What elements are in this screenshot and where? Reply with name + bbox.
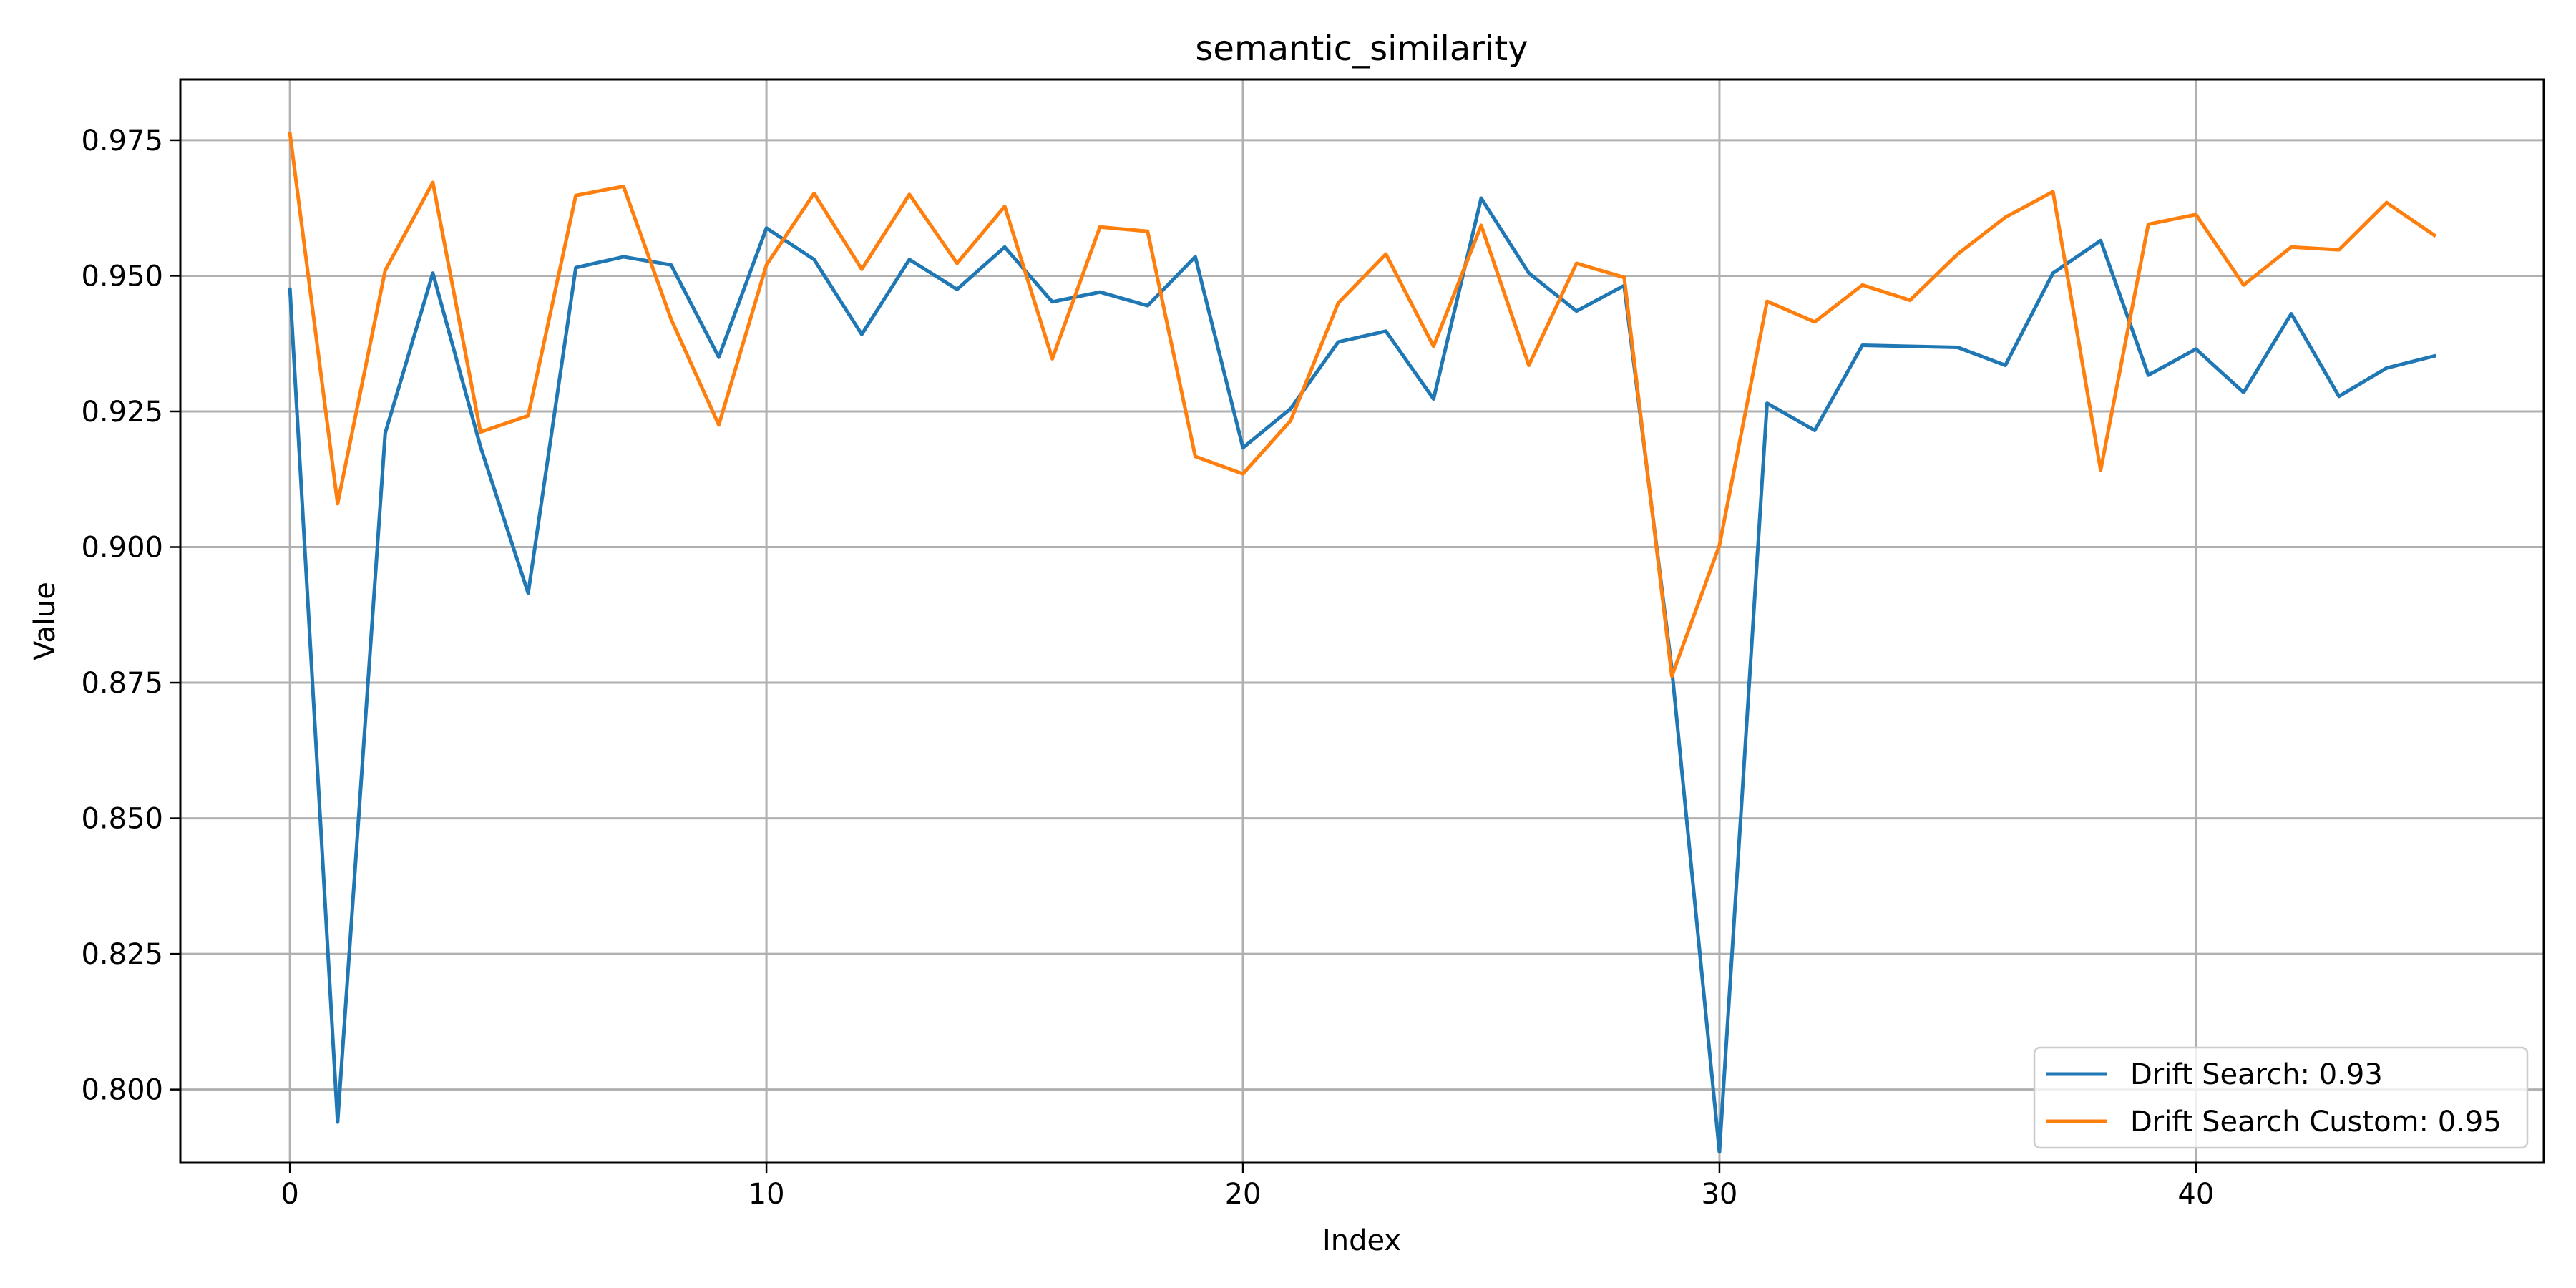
y-tick-label: 0.900 (81, 532, 163, 565)
legend-box (2033, 1046, 2529, 1149)
x-axis-title: Index (1322, 1224, 1401, 1257)
x-tick-label: 10 (748, 1178, 785, 1211)
chart-title: semantic_similarity (1195, 29, 1528, 69)
y-tick-label: 0.950 (81, 260, 163, 293)
x-tick-label: 30 (1701, 1178, 1737, 1211)
y-tick-label: 0.975 (81, 125, 163, 157)
series-line-drift-search (288, 196, 2436, 1154)
y-tick-label: 0.825 (81, 938, 163, 971)
y-tick-label: 0.925 (81, 396, 163, 429)
series-lines (288, 132, 2437, 1154)
y-tick-label: 0.850 (81, 803, 163, 836)
grid (180, 79, 2544, 1163)
x-tick-label: 0 (280, 1178, 298, 1211)
axis-ticks: 0 10 20 30 40 0.800 0.825 0.850 0.875 0.900 0.925 0… (81, 125, 2214, 1211)
x-tick-label: 20 (1225, 1178, 1262, 1211)
x-tick-label: 40 (2177, 1178, 2214, 1211)
y-axis-title: Value (29, 582, 62, 660)
legend-label-drift-search-custom: Drift Search Custom: 0.95 (2130, 1106, 2502, 1138)
y-tick-label: 0.800 (81, 1074, 163, 1107)
y-tick-label: 0.875 (81, 667, 163, 700)
legend-label-drift-search: Drift Search: 0.93 (2130, 1058, 2383, 1091)
plot-frame (179, 78, 2545, 1164)
series-line-drift-search-custom (288, 132, 2437, 678)
legend: Drift Search: 0.93 Drift Search Custom: … (2033, 1046, 2529, 1149)
